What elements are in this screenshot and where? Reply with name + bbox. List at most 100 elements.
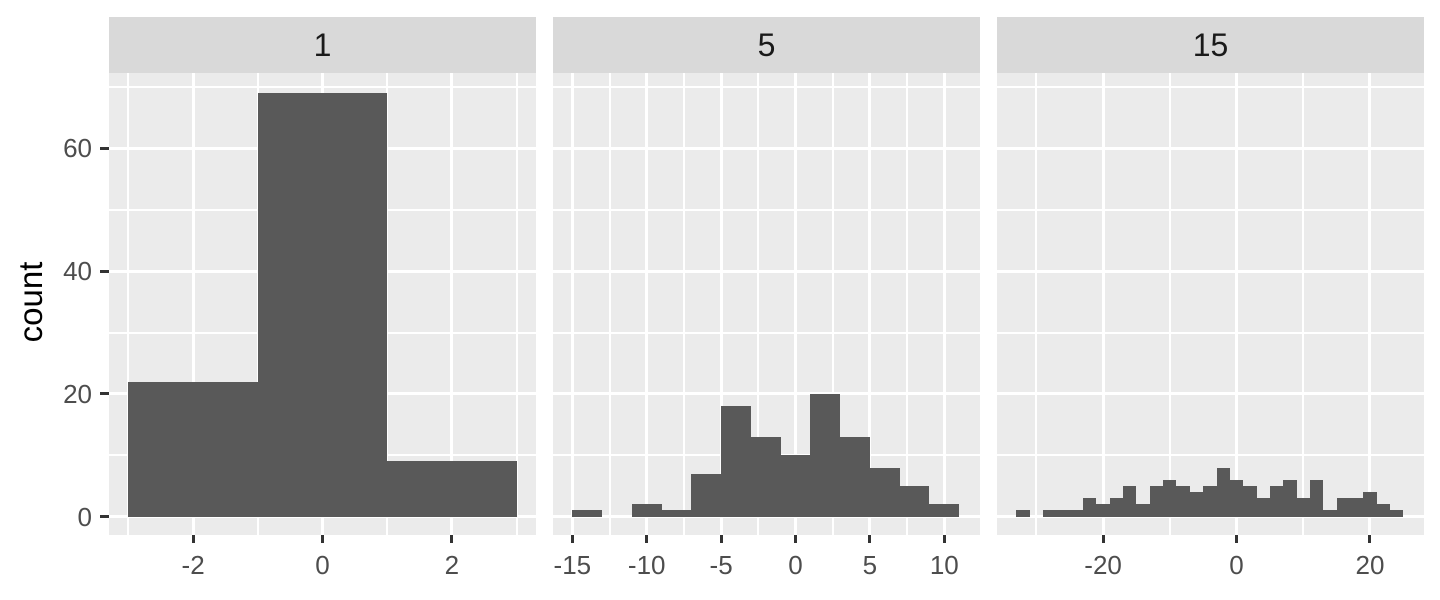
- x-tick-label: 0: [315, 550, 330, 580]
- gridline-major-x: [570, 73, 574, 535]
- x-tick-label: -15: [553, 550, 592, 580]
- histogram-bar: [1083, 498, 1097, 517]
- gridline-major-x: [1235, 73, 1239, 535]
- gridline-minor-x: [1302, 73, 1305, 535]
- histogram-bar: [1349, 498, 1364, 517]
- facet-strip: 5: [553, 17, 980, 73]
- histogram-bar: [1216, 467, 1230, 517]
- histogram-bar: [840, 436, 870, 517]
- gridline-minor-x: [127, 73, 130, 535]
- gridline-minor-y: [997, 454, 1424, 457]
- gridline-minor-y: [553, 331, 980, 334]
- gridline-minor-x: [1168, 73, 1171, 535]
- histogram-bar: [1043, 510, 1057, 517]
- gridline-minor-y: [997, 331, 1424, 334]
- gridline-minor-x: [515, 73, 518, 535]
- histogram-bar: [691, 473, 722, 517]
- histogram-bar: [1269, 485, 1284, 517]
- histogram-bar: [1256, 498, 1270, 517]
- facet-strip-label: 1: [313, 26, 332, 63]
- gridline-major-x: [191, 73, 195, 535]
- gridline-minor-y: [553, 86, 980, 89]
- histogram-bar: [780, 455, 811, 517]
- histogram-bar: [1136, 504, 1150, 517]
- x-tick-mark: [570, 535, 574, 543]
- x-tick-mark: [450, 535, 454, 543]
- histogram-bar: [1096, 504, 1110, 517]
- gridline-major-x: [450, 73, 454, 535]
- plot-panel: [997, 73, 1424, 535]
- gridline-minor-y: [997, 208, 1424, 211]
- gridline-major-x: [645, 73, 649, 535]
- gridline-major-y: [997, 269, 1424, 273]
- x-tick-label: -5: [709, 550, 733, 580]
- facet-strip: 15: [997, 17, 1424, 73]
- plot-panel: [109, 73, 536, 535]
- histogram-bar: [1189, 492, 1204, 517]
- gridline-major-y: [997, 515, 1424, 519]
- x-tick-mark: [1235, 535, 1239, 543]
- histogram-bar: [899, 485, 930, 517]
- histogram-bar: [572, 510, 603, 517]
- gridline-minor-x: [386, 73, 389, 535]
- gridline-major-x: [868, 73, 872, 535]
- x-tick-mark: [794, 535, 797, 543]
- y-tick-label: 40: [63, 256, 92, 287]
- x-tick-label: 5: [862, 550, 878, 580]
- y-tick-label: 60: [63, 133, 92, 164]
- histogram-bar: [631, 504, 662, 517]
- x-tick-label: 0: [788, 550, 803, 580]
- histogram-bar: [1283, 479, 1297, 517]
- facet-strip-label: 15: [1192, 26, 1229, 63]
- gridline-minor-x: [1035, 73, 1038, 535]
- x-tick-mark: [1368, 535, 1372, 543]
- histogram-bar: [1296, 498, 1310, 517]
- histogram-bar: [1149, 485, 1164, 517]
- histogram-bar: [661, 510, 692, 517]
- histogram-bar: [1243, 485, 1257, 517]
- histogram-bar: [1163, 479, 1177, 517]
- x-tick-mark: [1101, 535, 1105, 543]
- gridline-minor-y: [553, 208, 980, 211]
- x-tick-mark: [321, 535, 324, 543]
- histogram-bar: [869, 467, 900, 517]
- histogram-bar: [721, 406, 751, 517]
- gridline-major-y: [553, 269, 980, 273]
- x-tick-mark: [719, 535, 723, 543]
- y-tick-mark: [100, 146, 109, 150]
- gridline-major-x: [719, 73, 723, 535]
- x-tick-mark: [868, 535, 872, 543]
- histogram-bar: [810, 393, 841, 517]
- histogram-bar: [929, 504, 960, 517]
- histogram-bar: [1376, 504, 1390, 517]
- x-tick-mark: [191, 535, 195, 543]
- y-tick-mark: [100, 269, 109, 273]
- gridline-minor-x: [757, 73, 760, 535]
- histogram-bar: [1069, 510, 1084, 517]
- histogram-bar: [1016, 510, 1030, 517]
- gridline-major-y: [997, 392, 1424, 396]
- x-tick-mark: [645, 535, 649, 543]
- histogram-bar: [1176, 485, 1190, 517]
- y-tick-label: 20: [63, 378, 92, 409]
- gridline-major-x: [1101, 73, 1105, 535]
- x-tick-label: 20: [1355, 550, 1385, 580]
- histogram-bar: [1336, 498, 1350, 517]
- gridline-major-y: [553, 515, 980, 519]
- gridline-major-y: [553, 146, 980, 150]
- x-tick-label: -2: [181, 550, 205, 580]
- plot-panel: [553, 73, 980, 535]
- histogram-bar: [128, 381, 258, 517]
- histogram-bar: [1056, 510, 1070, 517]
- y-tick-mark: [100, 515, 109, 519]
- histogram-bar: [1203, 485, 1217, 517]
- histogram-bar: [1123, 485, 1137, 517]
- x-tick-mark: [942, 535, 946, 543]
- gridline-major-y: [553, 392, 980, 396]
- gridline-major-x: [1368, 73, 1372, 535]
- histogram-bar: [1323, 510, 1337, 517]
- histogram-bar: [387, 461, 517, 517]
- y-tick-mark: [100, 392, 109, 396]
- histogram-bar: [1229, 479, 1244, 517]
